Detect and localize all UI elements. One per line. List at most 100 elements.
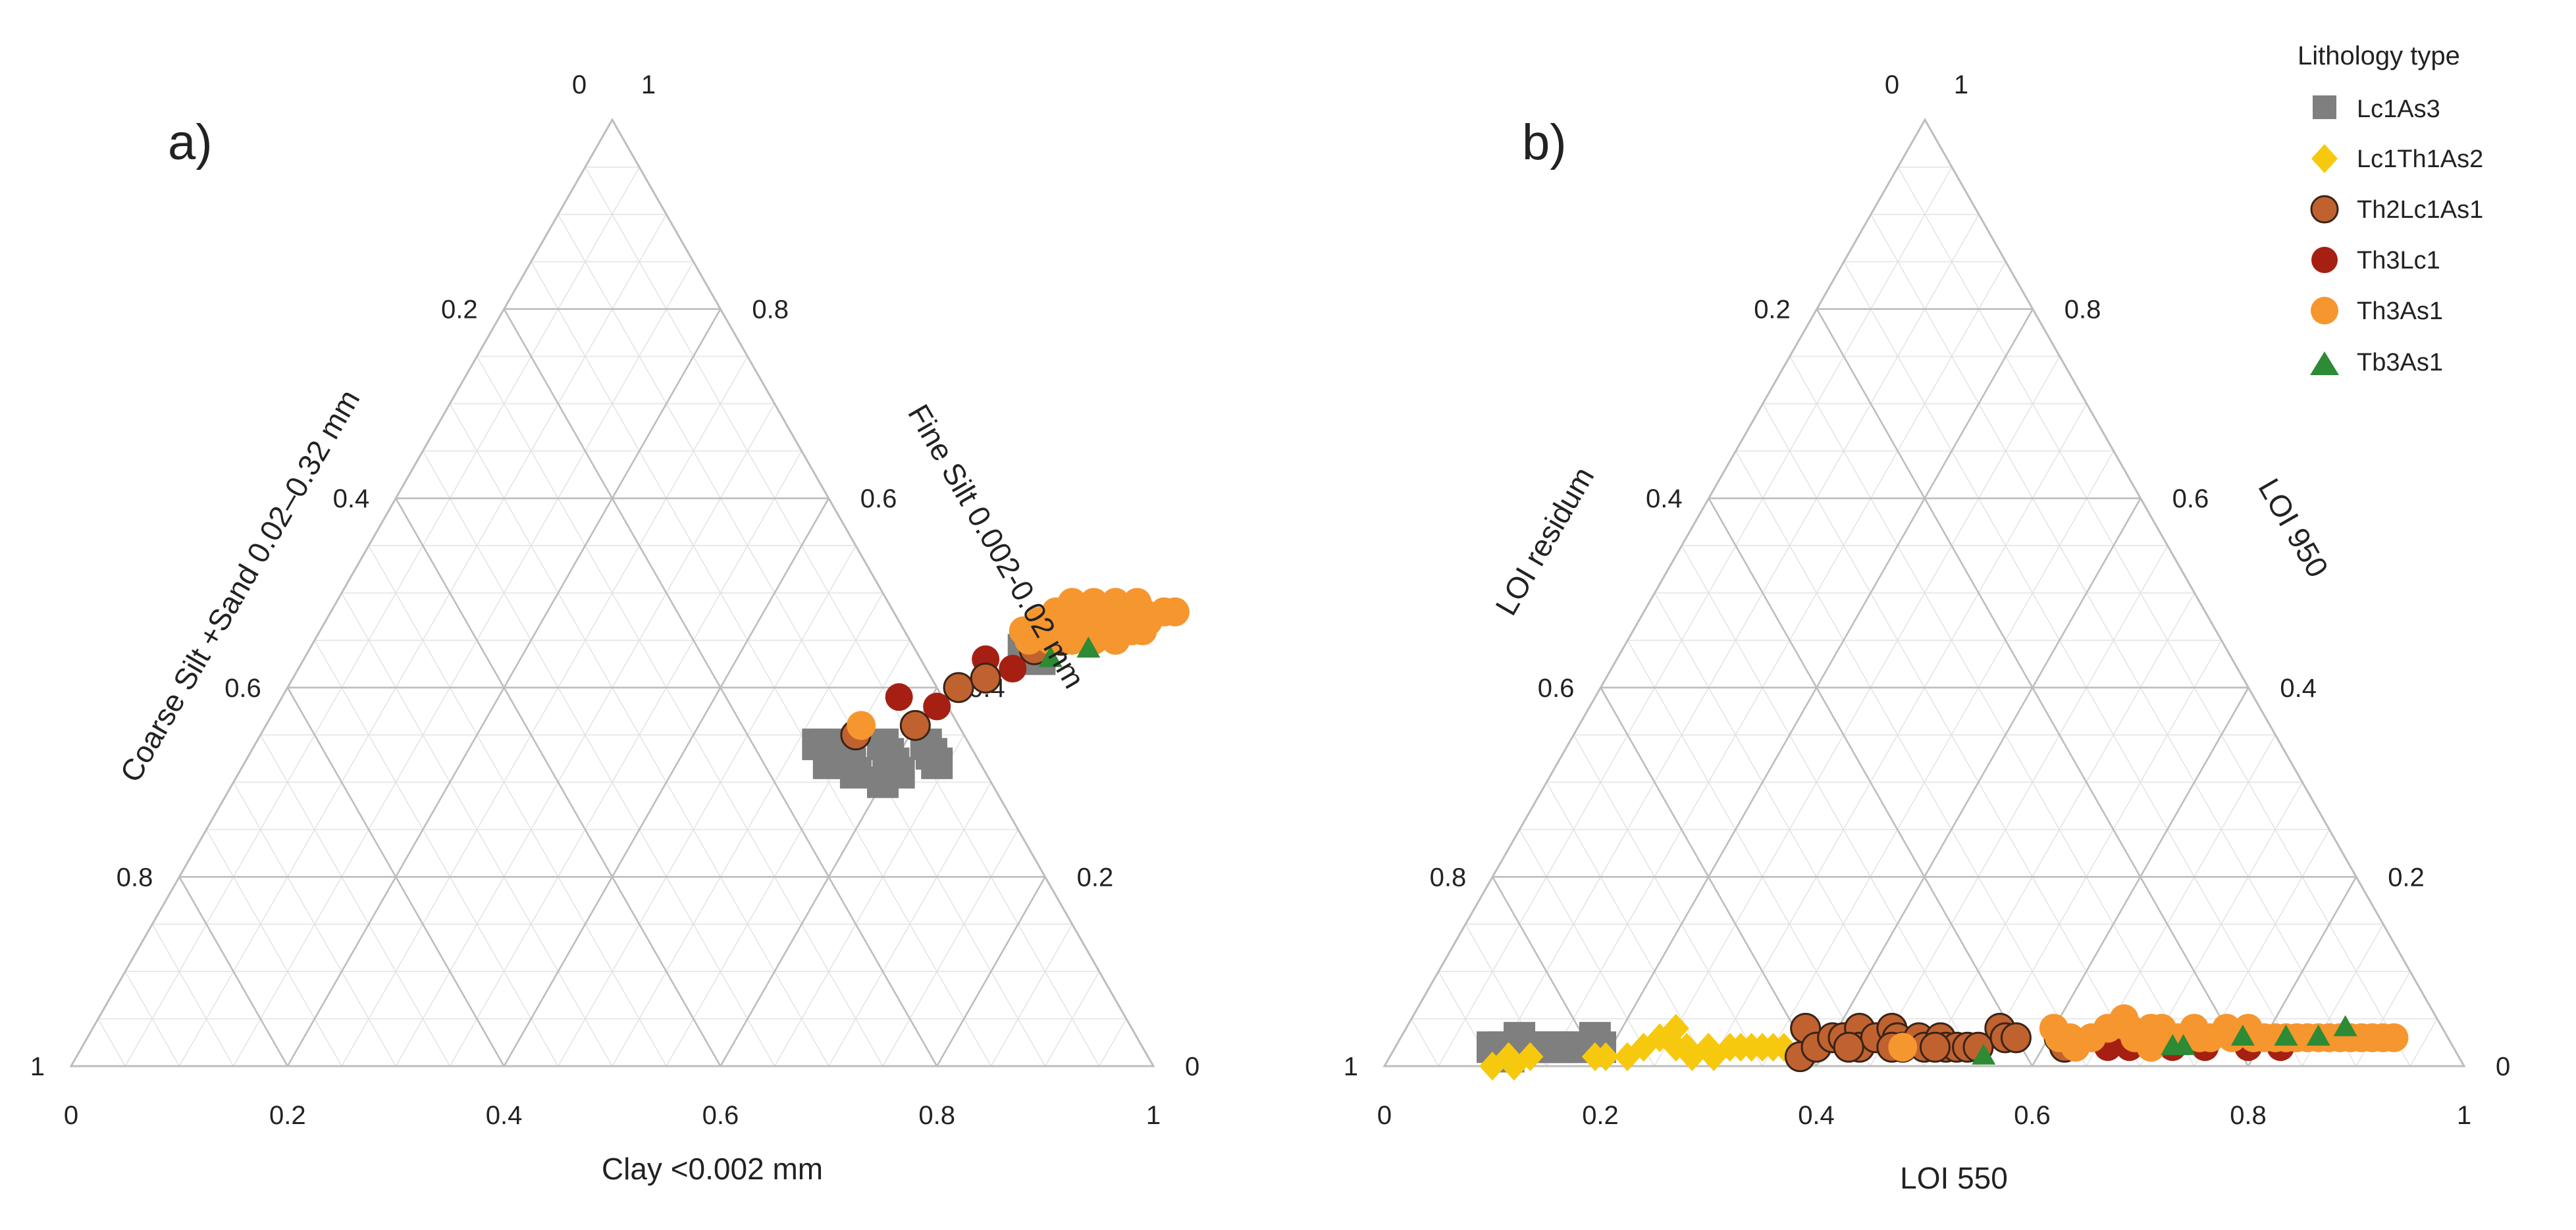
point-th3as1 xyxy=(2061,1033,2090,1062)
minor-grid-line xyxy=(449,450,802,1067)
point-th3as1 xyxy=(1101,588,1130,617)
point-th2lc1as1 xyxy=(899,709,931,741)
point-th3as1 xyxy=(1057,588,1087,617)
minor-grid-line xyxy=(1546,782,1709,1067)
point-th3as1 xyxy=(1014,625,1043,655)
point-th3lc1 xyxy=(999,655,1027,683)
point-lc1as3 xyxy=(812,747,845,779)
point-th3as1 xyxy=(1057,625,1087,655)
bottom-tick-label: 0.6 xyxy=(2014,1101,2051,1130)
point-th3as1 xyxy=(1122,588,1152,617)
legend-label: Th3As1 xyxy=(2357,297,2443,325)
left-tick-label: 0.4 xyxy=(1646,484,1683,513)
point-th3as1 xyxy=(847,711,876,740)
point-th2lc1as1 xyxy=(943,672,974,704)
minor-grid-line xyxy=(990,923,1073,1067)
legend-diamond-marker xyxy=(2311,144,2338,173)
bottom-tick-label: 0.2 xyxy=(269,1101,306,1130)
panel-b-minor-grid xyxy=(1411,167,2438,1067)
left-tick-label: 0.6 xyxy=(224,674,261,703)
bottom-tick-label: 0.4 xyxy=(1798,1101,1835,1130)
minor-grid-line xyxy=(232,782,396,1067)
panel-a-major-grid xyxy=(178,308,1046,1067)
legend-item-lc1th1as2: Lc1Th1As2 xyxy=(2311,144,2483,173)
point-th3as1 xyxy=(1079,588,1109,617)
minor-grid-line xyxy=(124,971,180,1067)
right-tick-label: 0.2 xyxy=(2388,863,2425,892)
point-lc1as3 xyxy=(867,766,899,798)
legend-circle-marker xyxy=(2311,247,2338,273)
left-tick-label: 0.2 xyxy=(441,295,478,324)
point-th3as1 xyxy=(1160,597,1190,627)
minor-grid-line xyxy=(341,356,749,1067)
minor-grid-line xyxy=(1897,167,2411,1067)
minor-grid-line xyxy=(151,923,234,1067)
minor-grid-line xyxy=(1438,167,1953,1067)
point-tb3as1 xyxy=(2171,1034,2195,1056)
minor-grid-line xyxy=(2409,1018,2438,1067)
point-tb3as1 xyxy=(1972,1043,1996,1065)
minor-grid-line xyxy=(1924,592,2195,1067)
point-tb3as1 xyxy=(1076,636,1101,658)
left-tick-label: 0.2 xyxy=(1754,295,1791,324)
legend-item-tb3as1: Tb3As1 xyxy=(2310,349,2443,376)
minor-grid-line xyxy=(1044,971,1100,1067)
legend-label: Lc1Th1As2 xyxy=(2357,145,2483,173)
left-tick-label: 0.8 xyxy=(1430,863,1467,892)
legend-label: Lc1As3 xyxy=(2357,95,2440,123)
legend-label: Th2Lc1As1 xyxy=(2357,196,2483,224)
legend-item-th3as1: Th3As1 xyxy=(2311,297,2443,325)
point-th3as1 xyxy=(1036,625,1065,655)
panel-a-minor-grid xyxy=(97,167,1127,1067)
minor-grid-line xyxy=(1978,640,2222,1067)
major-grid-line xyxy=(936,876,1046,1067)
left-tick-label: 0 xyxy=(1885,70,1899,99)
bottom-tick-label: 0.2 xyxy=(1582,1101,1619,1130)
bottom-tick-label: 0.4 xyxy=(486,1101,523,1130)
minor-grid-line xyxy=(666,640,910,1067)
minor-grid-line xyxy=(612,592,883,1067)
minor-grid-line xyxy=(1735,450,2087,1067)
minor-grid-line xyxy=(882,829,1019,1067)
left-tick-label: 1 xyxy=(30,1052,45,1081)
panel-a-triangle-outline xyxy=(69,117,1155,1067)
left-tick-label: 0.8 xyxy=(117,863,153,892)
right-tick-label: 0.6 xyxy=(2172,484,2209,513)
minor-grid-line xyxy=(585,167,1100,1067)
panel-b-major-grid xyxy=(1492,308,2357,1067)
panel-b-points xyxy=(1477,1004,2409,1081)
point-th3lc1 xyxy=(923,692,951,721)
minor-grid-line xyxy=(1411,1018,1439,1067)
legend-item-th3lc1: Th3Lc1 xyxy=(2311,247,2440,274)
left-tick-label: 0.4 xyxy=(333,484,370,513)
bottom-tick-label: 0.6 xyxy=(702,1101,739,1130)
minor-grid-line xyxy=(1762,450,2115,1067)
minor-grid-line xyxy=(1654,356,2061,1067)
panel-a-left-ticks: 0 0.2 0.4 0.6 0.8 1 xyxy=(30,70,587,1081)
right-tick-label: 0.8 xyxy=(752,295,789,324)
bottom-tick-label: 1 xyxy=(1146,1101,1161,1130)
major-grid-line xyxy=(1708,498,2034,1067)
legend-label: Tb3As1 xyxy=(2357,349,2443,376)
panel-b-bottom-axis-title: LOI 550 xyxy=(1900,1161,2008,1195)
minor-grid-line xyxy=(1870,545,2169,1067)
panel-a-bottom-ticks: 0 0.2 0.4 0.6 0.8 1 xyxy=(64,1101,1161,1130)
minor-grid-line xyxy=(1789,356,2195,1067)
panel-a: 00.20.40.60.81 00.20.40.60.811 00.20.40.… xyxy=(30,70,1200,1186)
point-tb3as1 xyxy=(1038,646,1063,667)
minor-grid-line xyxy=(124,167,640,1067)
legend-item-th2lc1as1: Th2Lc1As1 xyxy=(2310,195,2483,224)
bottom-tick-label: 0 xyxy=(64,1101,78,1130)
panel-b-bottom-ticks: 0 0.2 0.4 0.6 0.8 1 xyxy=(1377,1101,2471,1130)
legend: Lithology type Lc1As3 Lc1Th1As2 Th2Lc1As… xyxy=(2298,41,2483,376)
right-tick-label: 0 xyxy=(1185,1052,1199,1081)
panel-b-label: b) xyxy=(1522,115,1567,170)
point-th3as1 xyxy=(1128,616,1157,646)
minor-grid-line xyxy=(1843,261,2303,1067)
minor-grid-line xyxy=(232,261,694,1067)
legend-circle-marker xyxy=(2311,297,2338,324)
minor-grid-line xyxy=(368,545,667,1067)
minor-grid-line xyxy=(774,734,964,1067)
major-grid-line xyxy=(1815,498,2142,1067)
